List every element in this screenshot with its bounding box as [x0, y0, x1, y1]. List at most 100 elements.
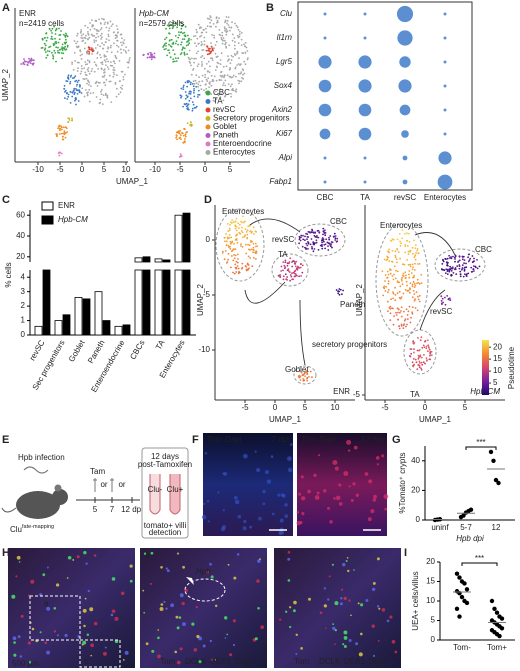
nucleus [384, 507, 388, 511]
x-tick-label: Tom+ [487, 643, 507, 652]
legend-swatch [41, 215, 54, 225]
cell-dot [236, 34, 239, 37]
legend-label: ENR [58, 201, 75, 210]
cell-dot [180, 27, 183, 30]
cell-dot [280, 270, 282, 272]
cell-dot [75, 85, 78, 87]
cell-dot [323, 240, 325, 243]
cell-dot [190, 81, 192, 84]
signal [348, 638, 352, 643]
mouse-tail [1, 507, 17, 513]
cell-dot [116, 36, 118, 38]
x-tick-label: 10 [331, 403, 340, 412]
signal [347, 569, 350, 573]
signal [87, 589, 90, 593]
cell-dot [108, 74, 111, 77]
cell-dot [206, 25, 209, 28]
cell-dot [67, 93, 70, 96]
cell-dot [244, 42, 247, 44]
cell-dot [282, 278, 285, 281]
cell-dot [417, 337, 419, 339]
signal [179, 647, 183, 651]
axis-label: UMAP_2 [1, 68, 10, 101]
cell-dot [229, 247, 232, 250]
cell-dot [238, 223, 241, 226]
nucleus [256, 468, 261, 473]
cell-dot [342, 289, 344, 292]
cell-dot [208, 86, 211, 89]
cell-dot [198, 76, 200, 79]
dot [358, 103, 372, 117]
cell-dot [122, 41, 124, 43]
cell-dot [235, 229, 238, 232]
signal [86, 633, 90, 636]
cell-dot [197, 23, 200, 26]
cell-dot [224, 94, 227, 97]
cell-dot [75, 45, 78, 48]
cell-dot [208, 18, 211, 20]
point [468, 507, 474, 512]
cell-dot [411, 283, 414, 286]
cell-dot [179, 153, 182, 156]
signal [193, 648, 198, 652]
cell-dot [88, 81, 91, 84]
signal [67, 555, 72, 560]
signal [179, 593, 184, 598]
cell-dot [384, 290, 387, 292]
cell-dot [62, 47, 65, 49]
cell-dot [108, 27, 111, 30]
cell-dot [233, 243, 235, 245]
cell-dot [211, 47, 214, 50]
cell-dot [418, 349, 420, 352]
cluster-outline [434, 248, 486, 282]
nucleus [242, 526, 247, 531]
y-tick-label: 15 [426, 577, 435, 586]
cell-dot [412, 276, 414, 279]
cell-dot [235, 91, 238, 93]
signal [175, 615, 179, 619]
x-tick-label: 0 [80, 165, 85, 174]
nucleus [343, 471, 349, 476]
cell-dot [222, 82, 225, 84]
signal [176, 552, 180, 555]
cell-dot [191, 109, 194, 112]
y-tick-label: 10 [426, 596, 435, 605]
cell-dot [87, 70, 90, 73]
cell-dot [30, 58, 33, 61]
cell-dot [256, 245, 259, 248]
bar [162, 259, 171, 263]
legend-swatch [205, 124, 211, 130]
x-tick-label: 5-7 [460, 523, 472, 532]
cell-dot [84, 63, 87, 66]
nucleus [281, 493, 285, 497]
cell-dot [300, 371, 303, 374]
cell-dot [197, 89, 200, 92]
cell-dot [237, 28, 240, 31]
nucleus [284, 514, 289, 518]
cell-dot [153, 55, 155, 58]
cell-dot [168, 43, 170, 46]
cell-dot [247, 255, 250, 258]
cell-dot [219, 96, 222, 99]
signal [64, 633, 68, 637]
nucleus [262, 489, 266, 494]
signal [327, 598, 330, 601]
cell-dot [236, 265, 239, 267]
signal [214, 604, 218, 608]
legend-label: Hpb-CM [58, 215, 88, 224]
cell-dot [224, 21, 226, 24]
image-label: 7 dpi [272, 435, 290, 444]
cell-dot [191, 101, 194, 103]
nucleus [381, 454, 385, 458]
cell-dot [175, 40, 178, 42]
cell-dot [89, 92, 92, 95]
cell-dot [193, 61, 196, 64]
cell-dot [205, 49, 208, 52]
signal [198, 660, 202, 664]
y-tick-label: 40 [16, 231, 25, 240]
signal [376, 605, 380, 608]
cell-dot [57, 46, 59, 49]
nucleus [301, 512, 305, 516]
signal [285, 610, 288, 613]
cell-dot [71, 61, 73, 64]
